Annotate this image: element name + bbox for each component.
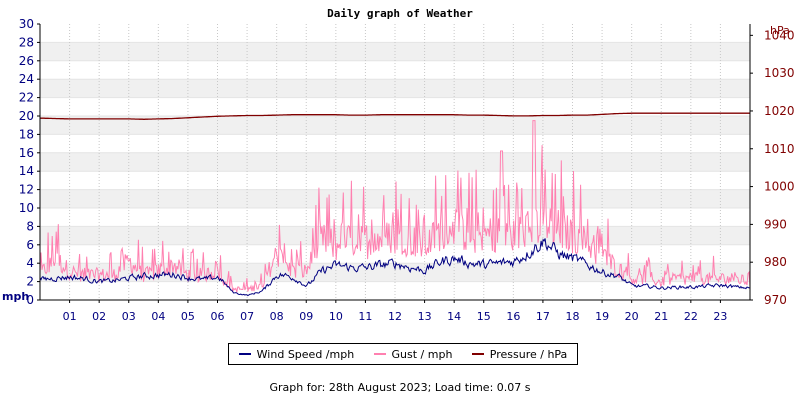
legend-label-pressure: Pressure / hPa — [489, 347, 568, 361]
x-tick-label: 02 — [92, 310, 106, 323]
left-tick-label: 16 — [19, 146, 34, 160]
legend-item-pressure: Pressure / hPa — [471, 347, 568, 361]
left-tick-label: 24 — [19, 72, 34, 86]
legend-swatch-wind — [238, 353, 251, 355]
right-tick-label: 1000 — [764, 180, 795, 194]
chart-title: Daily graph of Weather — [327, 7, 473, 20]
x-tick-label: 16 — [506, 310, 520, 323]
right-tick-label: 970 — [764, 293, 787, 307]
left-tick-label: 14 — [19, 164, 34, 178]
left-tick-label: 0 — [26, 293, 34, 307]
left-tick-label: 4 — [26, 256, 34, 270]
x-tick-label: 09 — [299, 310, 313, 323]
right-tick-label: 1030 — [764, 66, 795, 80]
left-tick-label: 6 — [26, 238, 34, 252]
x-tick-label: 12 — [388, 310, 402, 323]
left-tick-label: 2 — [26, 275, 34, 289]
legend-label-wind: Wind Speed /mph — [256, 347, 355, 361]
x-tick-label: 06 — [211, 310, 225, 323]
left-tick-label: 30 — [19, 17, 34, 31]
right-axis-unit: hPa — [770, 24, 790, 37]
left-tick-label: 12 — [19, 183, 34, 197]
x-tick-label: 05 — [181, 310, 195, 323]
series-line-wind — [39, 238, 750, 297]
x-tick-label: 15 — [477, 310, 491, 323]
x-tick-label: 11 — [358, 310, 372, 323]
x-tick-label: 10 — [329, 310, 343, 323]
x-tick-label: 21 — [654, 310, 668, 323]
x-tick-label: 07 — [240, 310, 254, 323]
x-tick-label: 08 — [270, 310, 284, 323]
right-tick-label: 1020 — [764, 104, 795, 118]
footer-text: Graph for: 28th August 2023; Load time: … — [269, 381, 531, 394]
x-tick-label: 22 — [684, 310, 698, 323]
x-tick-label: 20 — [625, 310, 639, 323]
left-tick-label: 10 — [19, 201, 34, 215]
vertical-grid — [69, 24, 721, 300]
x-axis-ticks: 01 02 03 04 05 06 07 08 09 10 11 12 13 14 15 16 17 18 19 20… — [63, 300, 727, 323]
left-axis-unit: mph — [2, 290, 29, 303]
right-tick-label: 1010 — [764, 142, 795, 156]
right-tick-label: 990 — [764, 217, 787, 231]
left-tick-label: 26 — [19, 54, 34, 68]
series-line-gust — [39, 120, 751, 293]
right-tick-label: 980 — [764, 255, 787, 269]
x-tick-label: 19 — [595, 310, 609, 323]
left-tick-label: 18 — [19, 127, 34, 141]
x-tick-label: 14 — [447, 310, 461, 323]
x-tick-label: 04 — [151, 310, 165, 323]
x-tick-label: 23 — [713, 310, 727, 323]
series-layer — [39, 112, 751, 297]
x-tick-label: 18 — [566, 310, 580, 323]
x-tick-label: 13 — [418, 310, 432, 323]
legend-item-gust: Gust / mph — [373, 347, 453, 361]
legend-label-gust: Gust / mph — [391, 347, 453, 361]
legend: Wind Speed /mph Gust / mph Pressure / hP… — [228, 343, 578, 365]
right-tick-label: 1040 — [764, 28, 795, 42]
series-line-pressure — [39, 112, 750, 120]
legend-swatch-gust — [373, 353, 386, 355]
legend-item-wind: Wind Speed /mph — [238, 347, 355, 361]
legend-swatch-pressure — [471, 353, 484, 355]
x-tick-label: 03 — [122, 310, 136, 323]
x-tick-label: 17 — [536, 310, 550, 323]
left-tick-label: 28 — [19, 35, 34, 49]
left-tick-label: 22 — [19, 91, 34, 105]
right-axis-ticks: 970 980 990 1000 1010 1020 1030 1040 — [750, 28, 795, 307]
left-tick-label: 20 — [19, 109, 34, 123]
left-tick-label: 8 — [26, 219, 34, 233]
x-tick-label: 01 — [63, 310, 77, 323]
